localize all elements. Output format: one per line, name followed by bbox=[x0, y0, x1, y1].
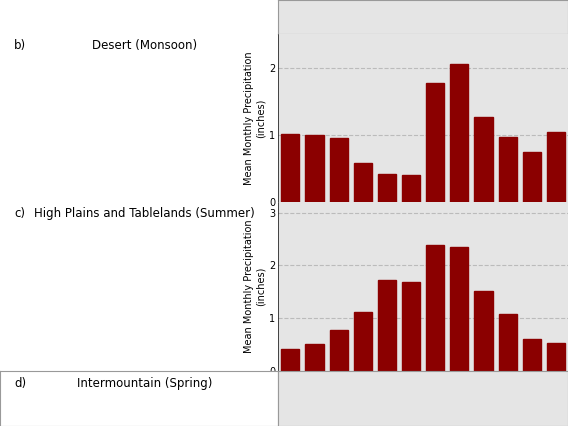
Bar bbox=[306, 344, 324, 371]
Y-axis label: Mean Monthly Precipitation
(inches): Mean Monthly Precipitation (inches) bbox=[244, 52, 265, 185]
Bar bbox=[450, 247, 469, 371]
Bar bbox=[547, 132, 565, 202]
Bar bbox=[499, 137, 517, 202]
Bar bbox=[499, 314, 517, 371]
Y-axis label: Mean Monthly Precipitation
(inches): Mean Monthly Precipitation (inches) bbox=[244, 220, 265, 353]
Bar bbox=[281, 134, 299, 202]
Text: d): d) bbox=[14, 377, 26, 390]
Bar bbox=[329, 138, 348, 202]
Bar bbox=[378, 174, 396, 202]
Bar bbox=[523, 339, 541, 371]
Bar bbox=[474, 117, 492, 202]
Bar bbox=[547, 343, 565, 371]
Bar bbox=[474, 291, 492, 371]
Bar bbox=[329, 330, 348, 371]
Bar bbox=[354, 163, 372, 202]
X-axis label: Month: Month bbox=[406, 221, 441, 231]
Bar bbox=[354, 312, 372, 371]
Bar bbox=[402, 176, 420, 202]
Text: c): c) bbox=[14, 207, 25, 220]
Bar bbox=[281, 348, 299, 371]
Bar bbox=[378, 280, 396, 371]
X-axis label: Month: Month bbox=[406, 389, 441, 399]
Bar bbox=[402, 282, 420, 371]
Bar bbox=[306, 135, 324, 202]
Bar bbox=[426, 245, 444, 371]
Text: b): b) bbox=[14, 39, 26, 52]
Text: High Plains and Tablelands (Summer): High Plains and Tablelands (Summer) bbox=[34, 207, 255, 220]
Bar bbox=[450, 64, 469, 202]
Text: Desert (Monsoon): Desert (Monsoon) bbox=[92, 39, 197, 52]
Bar bbox=[426, 83, 444, 202]
Text: Intermountain (Spring): Intermountain (Spring) bbox=[77, 377, 212, 390]
Bar bbox=[523, 152, 541, 202]
